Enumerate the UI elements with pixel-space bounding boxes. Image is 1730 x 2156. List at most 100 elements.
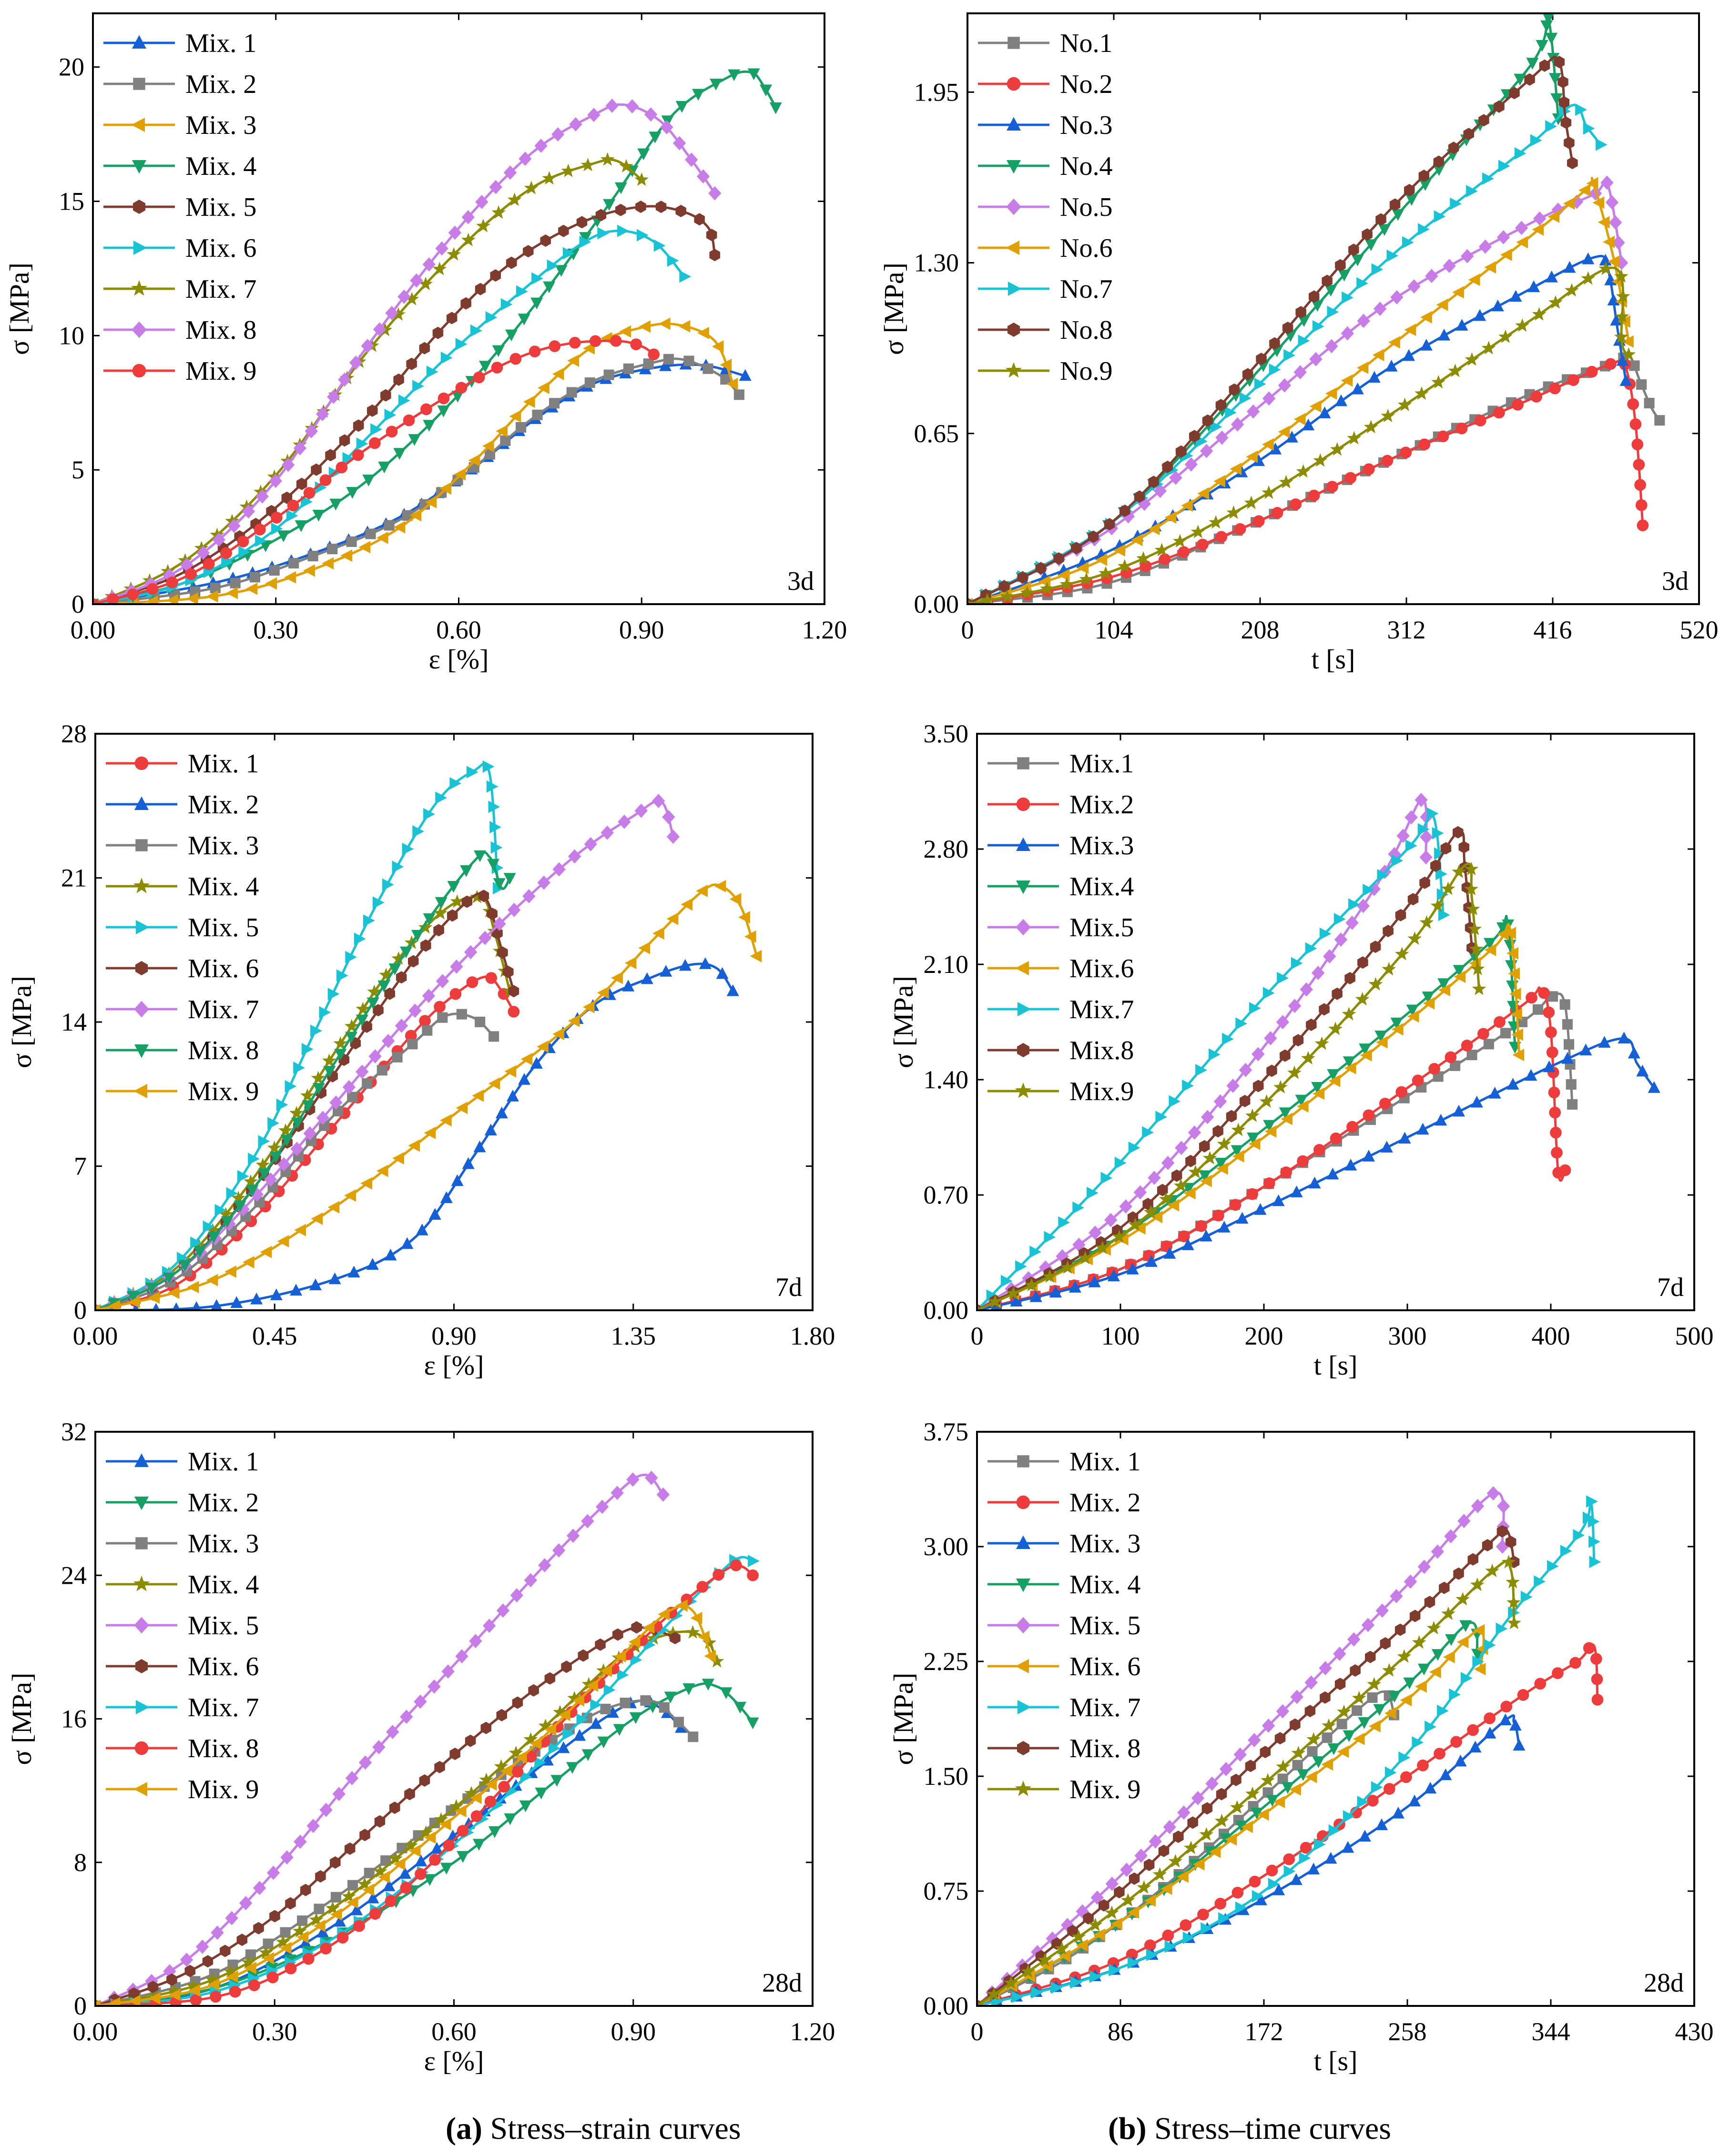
series-line <box>977 915 1516 1310</box>
data-point <box>1634 479 1646 491</box>
data-point <box>1058 1949 1070 1962</box>
data-point <box>1365 1650 1376 1663</box>
data-point <box>635 201 646 213</box>
legend-marker <box>1015 961 1029 975</box>
series-mix-8 <box>977 1525 1520 2006</box>
y-tick-label: 16 <box>61 1705 87 1733</box>
data-point <box>1392 1023 1404 1036</box>
legend-marker <box>132 321 147 338</box>
plot-area <box>95 760 762 1310</box>
data-point <box>1561 1052 1574 1064</box>
data-point <box>1376 1036 1388 1049</box>
data-point <box>1438 328 1451 341</box>
data-point <box>1368 371 1381 383</box>
data-point <box>1496 230 1510 244</box>
data-point <box>407 1039 418 1050</box>
data-point <box>1297 1100 1309 1113</box>
legend-marker <box>1017 1043 1029 1057</box>
data-point <box>1351 254 1364 266</box>
legend-label: Mix. 4 <box>185 152 256 181</box>
data-point <box>1313 1144 1325 1156</box>
data-point <box>385 1895 397 1907</box>
data-point <box>729 893 742 906</box>
data-point <box>429 1854 441 1866</box>
data-point <box>1461 249 1474 263</box>
data-point <box>640 1695 651 1706</box>
data-point <box>225 514 239 527</box>
legend-label: No.9 <box>1060 356 1112 386</box>
data-point <box>1212 1125 1223 1138</box>
data-point <box>1090 1890 1104 1905</box>
x-tick-label: 0 <box>971 2017 984 2046</box>
y-axis-label: σ [MPa] <box>888 976 919 1068</box>
data-point <box>384 520 395 531</box>
data-point <box>1262 1718 1275 1733</box>
data-point <box>1112 1229 1127 1243</box>
data-point <box>190 1994 202 2006</box>
data-point <box>418 276 433 291</box>
data-point <box>980 593 995 604</box>
data-point <box>408 1139 420 1152</box>
data-point <box>451 1174 464 1186</box>
data-point <box>697 327 709 339</box>
data-point <box>450 894 465 908</box>
data-point <box>345 951 357 963</box>
legend-label: No.4 <box>1060 152 1112 181</box>
data-point <box>681 898 693 911</box>
legend-marker <box>1017 757 1029 769</box>
data-point <box>529 1737 542 1750</box>
data-point <box>1148 476 1159 488</box>
data-point <box>205 1223 220 1237</box>
data-point <box>434 1761 445 1773</box>
panel-age-label: 3d <box>787 567 814 596</box>
data-point <box>1031 1986 1043 1999</box>
data-point <box>620 1698 631 1709</box>
data-point <box>1299 1852 1311 1864</box>
data-point <box>552 862 566 877</box>
data-point <box>1412 1736 1424 1749</box>
data-point <box>423 808 435 820</box>
data-point <box>1375 1818 1388 1831</box>
data-point <box>1293 413 1306 425</box>
data-point <box>1083 1912 1094 1925</box>
data-point <box>1373 1704 1386 1716</box>
data-point <box>149 1992 161 2004</box>
legend-label: Mix. 9 <box>185 356 256 386</box>
data-point <box>359 1829 370 1842</box>
data-point <box>1247 1133 1260 1144</box>
data-point <box>1088 1275 1101 1287</box>
data-point <box>430 1842 443 1854</box>
data-point <box>1150 1211 1163 1224</box>
data-point <box>408 434 421 446</box>
data-point <box>384 1248 397 1261</box>
data-point <box>1314 1838 1326 1851</box>
data-point <box>1536 40 1548 52</box>
data-point <box>1239 1094 1251 1107</box>
data-point <box>1041 1960 1053 1972</box>
data-point <box>1072 1201 1084 1214</box>
data-point <box>610 335 622 347</box>
data-point <box>1347 1632 1361 1647</box>
data-point <box>1325 339 1338 354</box>
data-point <box>309 1278 322 1290</box>
legend-marker <box>133 1084 147 1098</box>
data-point <box>1432 827 1444 840</box>
series-line <box>977 1643 1599 2006</box>
data-point <box>1283 349 1295 362</box>
legend-label: Mix. 8 <box>188 1734 259 1763</box>
data-point <box>1578 184 1590 197</box>
data-point <box>315 481 327 494</box>
data-point <box>347 1265 360 1278</box>
data-point <box>1127 1956 1140 1969</box>
data-point <box>1564 136 1575 149</box>
data-point <box>1161 1155 1175 1170</box>
legend-marker <box>131 280 148 296</box>
x-tick-label: 1.20 <box>790 2017 835 2046</box>
data-point <box>720 358 732 371</box>
series-line <box>95 975 515 1310</box>
data-point <box>1177 1805 1191 1820</box>
data-point <box>1282 322 1293 334</box>
data-point <box>380 1855 391 1866</box>
data-point <box>1357 314 1370 328</box>
